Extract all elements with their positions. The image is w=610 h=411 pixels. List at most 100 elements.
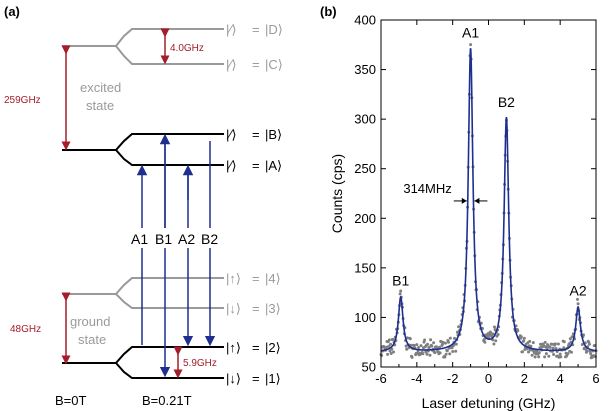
field-label-021T: B=0.21T [142,393,192,408]
state-2-eq: = [252,340,260,355]
peak-label-A2: A2 [570,283,587,299]
linewidth-arrowhead-right [474,197,480,204]
peak-label-B1: B1 [392,273,409,289]
data-point [444,352,448,356]
data-point [482,337,486,341]
y-tick-label: 50 [362,360,376,375]
data-point [491,332,495,336]
data-point [565,354,569,358]
data-point [410,355,414,359]
data-point [548,345,552,349]
data-point [454,349,458,353]
data-point [405,347,409,351]
data-point [529,344,533,348]
state-A-ket: |A⟩ [265,158,282,173]
data-point [392,350,395,354]
data-point [408,337,412,341]
state-2-ket: |2⟩ [265,340,281,355]
data-point [570,350,573,354]
state-labels: |⁄⟩ = |D⟩ |⁄⟩ = |C⟩ |⁄⟩ = |B⟩ |⁄⟩ = |A⟩ … [226,22,283,386]
data-point [582,333,585,337]
state-B-eq: = [252,127,260,142]
splitting-arrows [61,28,183,379]
splitting-labels: 259GHz 48GHz 4.0GHz 5.9GHz [4,43,217,369]
data-point [588,349,592,353]
data-point [448,336,452,340]
data-point [425,352,429,356]
data-point [531,341,535,345]
data-point [530,353,534,357]
data-point [412,344,416,347]
state-A-eq: = [252,158,260,173]
excited-label-1: excited [80,80,121,95]
x-tick-label: 0 [485,371,492,386]
data-point [496,333,500,336]
state-C-pseudo: |⁄⟩ [226,57,237,72]
ground-label-2: state [78,332,106,347]
data-point [417,346,421,349]
data-point [457,325,461,329]
data-point [522,339,526,343]
state-3-pseudo: |↓⟩ [226,301,241,316]
data-point [428,353,432,357]
data-point [469,43,473,47]
data-point [566,352,570,356]
data-point [559,355,563,359]
data-point [521,350,524,354]
y-tick-label: 300 [354,112,376,127]
data-point [435,345,438,349]
state-4-eq: = [252,271,260,286]
data-point [443,355,447,359]
state-1-eq: = [252,371,260,386]
data-point [386,352,390,356]
transition-label-B2: B2 [201,231,218,247]
data-point [533,355,537,359]
y-axis-label: Counts (cps) [329,154,345,233]
state-1-pseudo: |↓⟩ [226,371,241,386]
state-2: |↑⟩ = |2⟩ [226,340,281,355]
data-point [516,329,520,333]
data-point [543,340,547,344]
data-point [519,335,523,339]
panel-a-label: (a) [4,4,20,19]
data-point [576,297,579,301]
field-labels: B=0T B=0.21T [55,393,192,408]
data-point [556,342,560,346]
y-tick-label: 350 [354,62,376,77]
transition-label-A1: A1 [131,231,148,247]
x-tick-label: 6 [592,371,599,386]
state-1-ket: |1⟩ [265,371,281,386]
data-point [545,347,549,351]
data-point [580,343,584,346]
panel-b-label: (b) [320,4,337,19]
excited-zeeman-label: 4.0GHz [170,43,204,54]
excited-lower-levels [62,133,224,166]
data-point [438,351,442,355]
data-point [384,345,388,349]
panel-b: (b) -6 -4 -2 0 2 4 6 50 100 150 200 250 300 350 400 Las… [320,4,600,411]
data-point [391,337,395,341]
y-tick-label: 100 [354,310,376,325]
state-1: |↓⟩ = |1⟩ [226,371,281,386]
data-point [551,346,555,350]
data-point [554,347,558,350]
state-B: |⁄⟩ = |B⟩ [226,127,282,142]
data-point [553,342,557,346]
data-point [387,344,391,348]
x-tick-label: -4 [411,371,423,386]
y-tick-label: 200 [354,211,376,226]
data-point [453,336,456,340]
state-group-labels: excited state ground state [70,80,121,347]
data-point [489,331,493,335]
data-point [550,342,554,346]
x-tick-label: -6 [375,371,387,386]
data-point [387,338,391,342]
x-tick-label: -2 [447,371,459,386]
state-2-pseudo: |↑⟩ [226,340,241,355]
data-point [483,340,487,344]
data-point [552,353,556,356]
data-point [389,342,393,346]
linewidth-arrowhead-left [461,197,467,204]
data-point [419,344,423,348]
data-point [539,342,542,346]
